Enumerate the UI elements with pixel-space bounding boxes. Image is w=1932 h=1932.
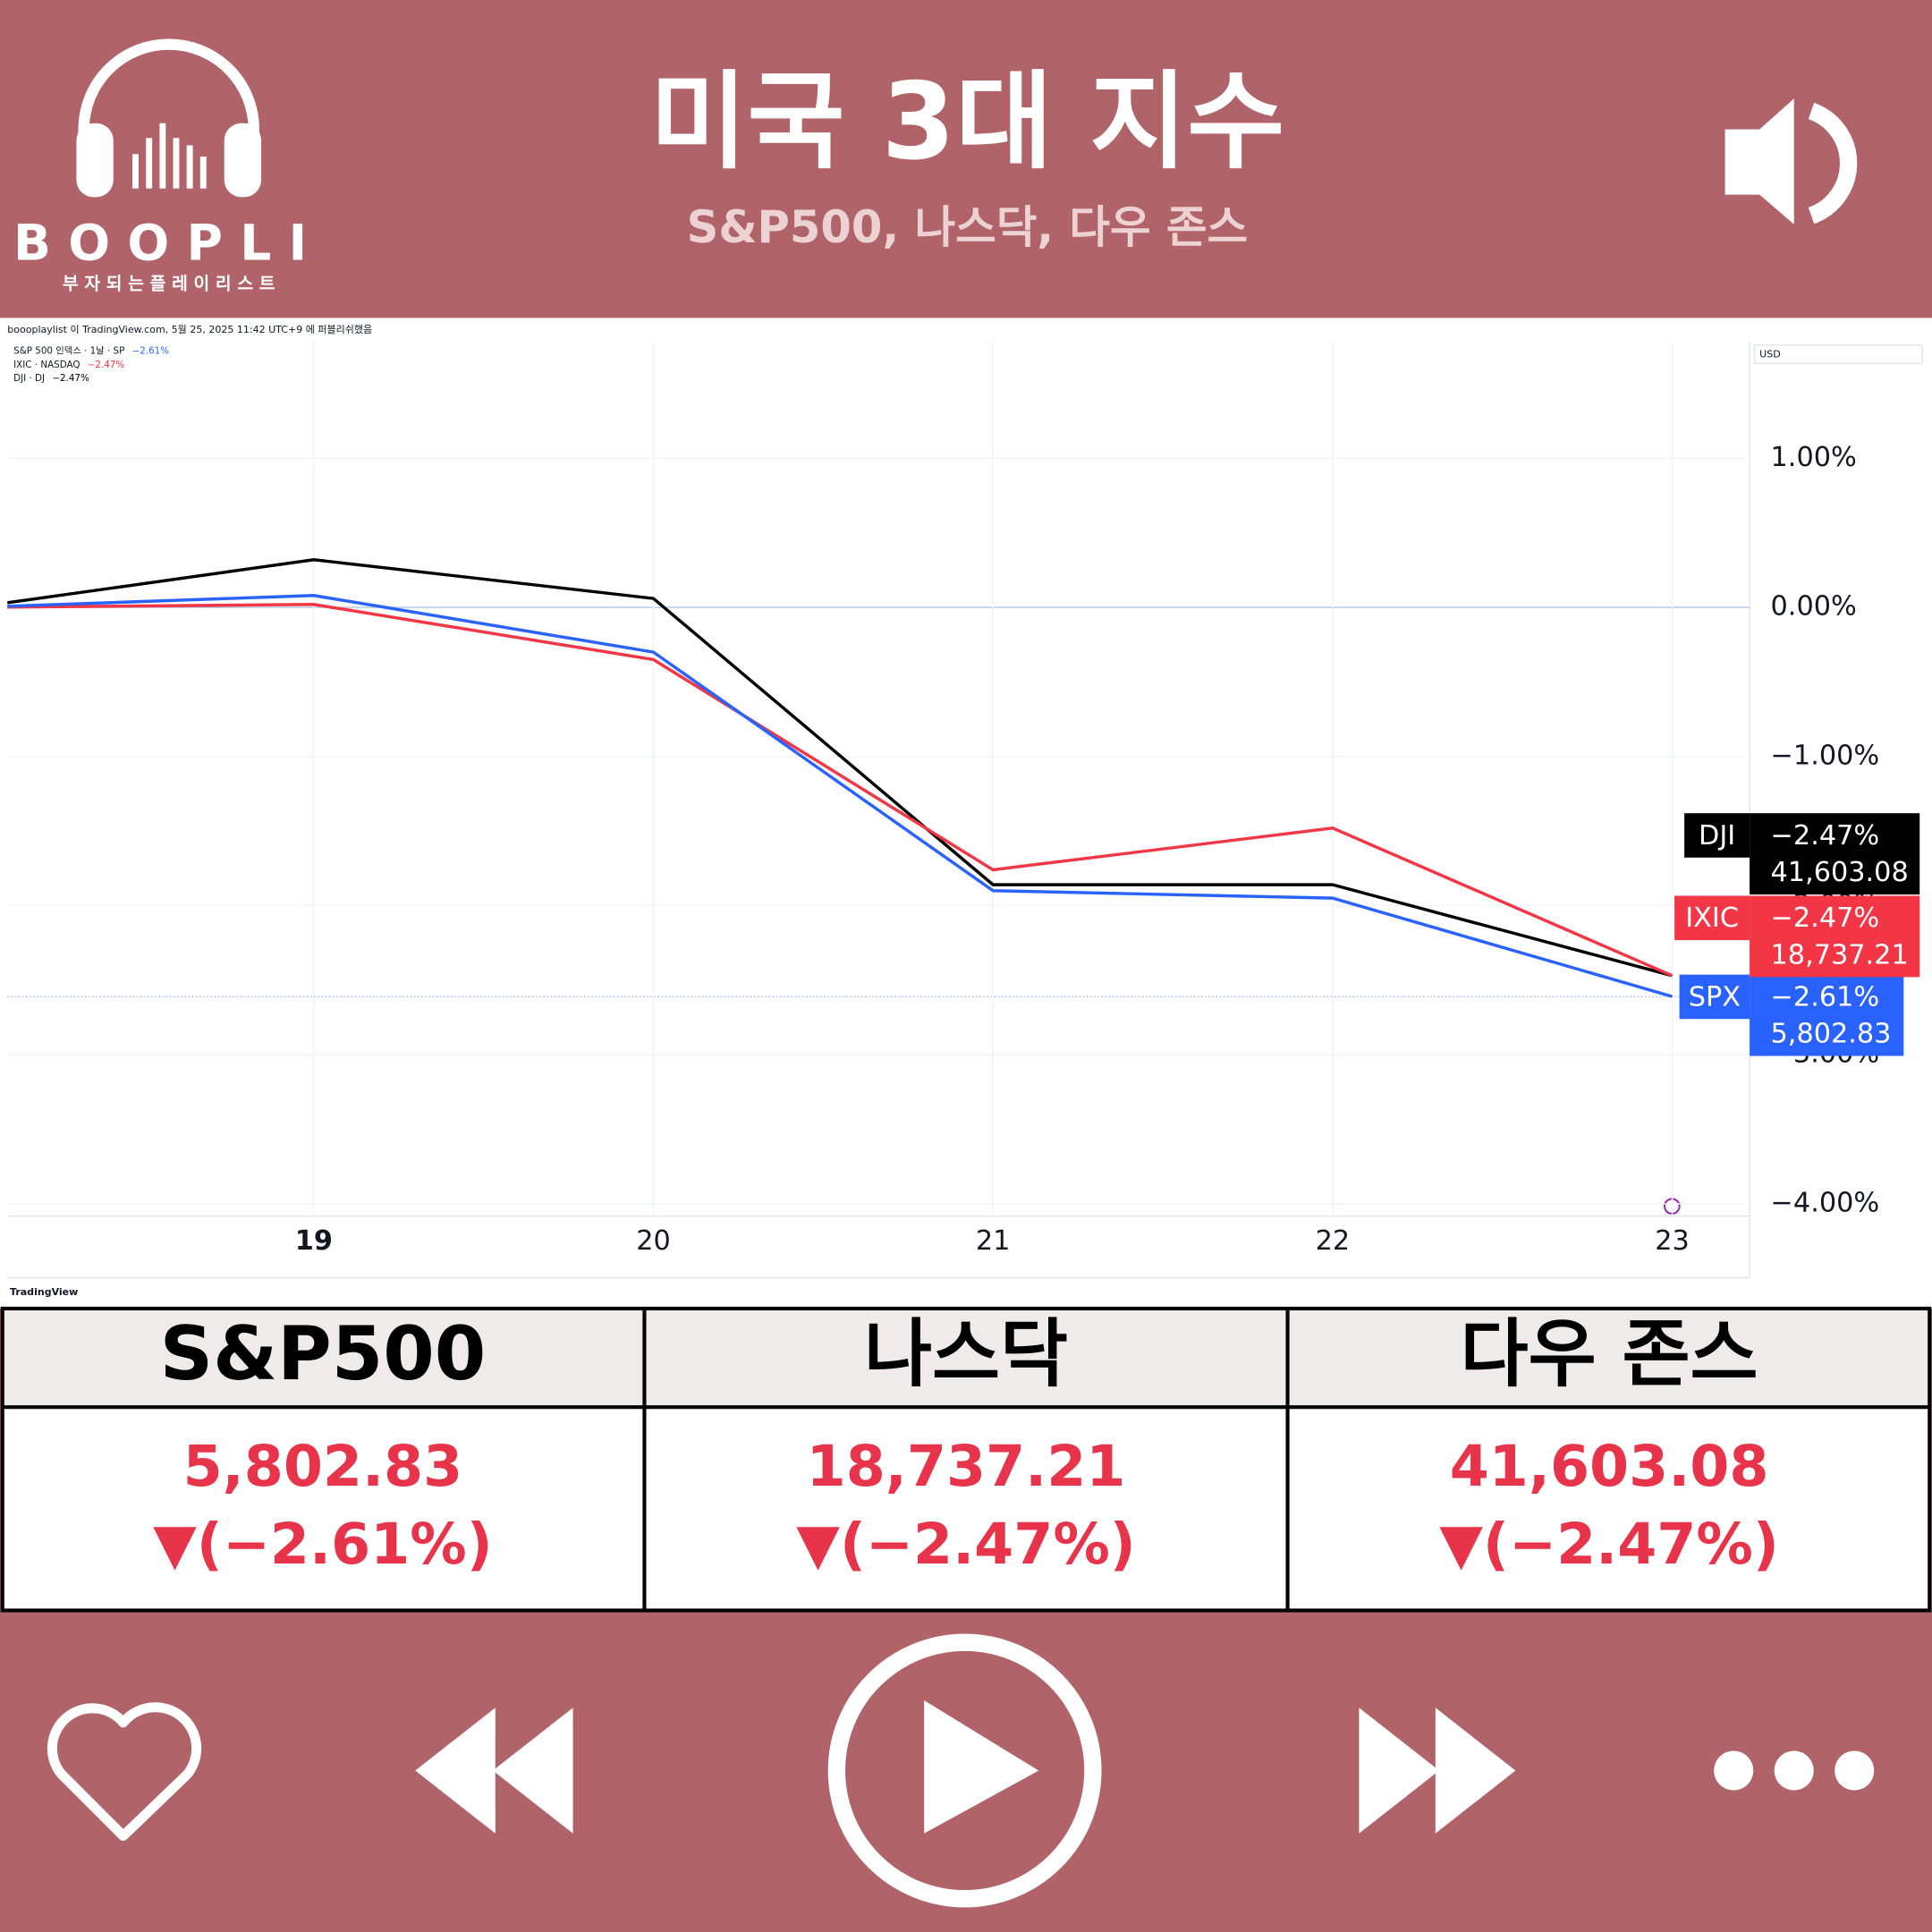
attribution: boooplaylist 이 TradingView.com, 5월 25, 2…: [7, 324, 372, 335]
legend-change: −2.61%: [132, 346, 170, 357]
table-price: 18,737.21: [807, 1433, 1126, 1499]
table-header: S&P500: [160, 1311, 487, 1397]
brand: TradingView: [10, 1286, 78, 1298]
like-button[interactable]: [47, 1702, 202, 1842]
series-name-box: [1674, 895, 1750, 941]
table-body-bg: [2, 1407, 1930, 1611]
value-label: −2.47%: [1771, 902, 1880, 934]
y-tick-label: 1.00%: [1771, 442, 1857, 473]
y-tick-label: −4.00%: [1771, 1187, 1880, 1218]
value-box: [1750, 895, 1920, 978]
series-name: IXIC: [1685, 902, 1739, 934]
chart-background: [0, 318, 1932, 1309]
value-label: −2.47%: [1771, 820, 1880, 852]
value-box: [1750, 813, 1920, 895]
forward-button[interactable]: [1359, 1707, 1516, 1834]
play-button[interactable]: [827, 1633, 1102, 1908]
series-line: [7, 603, 1674, 978]
table-change: ▼(−2.61%): [153, 1511, 493, 1577]
table-grid: [0, 1306, 1932, 1613]
logo-tagline: 부 자 되 는 플 레 이 리 스 트: [63, 274, 275, 294]
x-tick-label: 19: [295, 1225, 333, 1257]
more-button[interactable]: [1714, 1750, 1875, 1791]
table-change: ▼(−2.47%): [796, 1511, 1136, 1577]
series-name: SPX: [1689, 981, 1741, 1013]
logo-icon: [76, 38, 262, 198]
value-box: [1750, 974, 1904, 1056]
price-label: 5,802.83: [1771, 1019, 1892, 1050]
series-line: [7, 558, 1674, 978]
y-tick-label: −1.00%: [1771, 740, 1880, 771]
x-tick-label: 21: [976, 1225, 1011, 1257]
series-name: DJI: [1699, 820, 1735, 852]
table-header: 나스닥: [864, 1311, 1068, 1397]
logo-text: BOOPLI: [13, 215, 324, 272]
player-controls: [47, 1633, 1875, 1908]
table-header-bg: [2, 1308, 1930, 1408]
table-header: 다우 존스: [1461, 1311, 1758, 1397]
currency: USD: [1759, 349, 1781, 360]
series-line: [7, 594, 1674, 998]
table-price: 5,802.83: [183, 1433, 463, 1499]
title: 미국 3대 지수: [649, 60, 1284, 183]
series-name-box: [1679, 974, 1750, 1020]
value-label: −2.61%: [1771, 981, 1880, 1013]
rewind-button[interactable]: [415, 1707, 573, 1834]
x-tick-label: 20: [636, 1225, 671, 1257]
x-tick-label: 22: [1316, 1225, 1351, 1257]
legend-change: −2.47%: [88, 360, 125, 370]
y-tick-label: 0.00%: [1771, 591, 1857, 623]
price-label: 18,737.21: [1771, 939, 1909, 970]
x-tick-label: 23: [1655, 1225, 1690, 1257]
speaker-icon: [1724, 98, 1858, 225]
table-change: ▼(−2.47%): [1439, 1511, 1779, 1577]
legend-change: −2.47%: [52, 373, 89, 384]
series-name-box: [1684, 813, 1750, 858]
currency-box: [1753, 344, 1923, 365]
subtitle: S&P500, 나스닥, 다우 존스: [687, 201, 1249, 253]
legend-name: IXIC · NASDAQ: [13, 360, 80, 370]
chart-layer: 1.00%0.00%−1.00%−2.00%−3.00%−4.00%192021…: [7, 341, 1920, 1257]
legend-name: S&P 500 인덱스 · 1날 · SP: [13, 346, 124, 357]
table-layer: S&P500 5,802.83 ▼(−2.61%) 나스닥 18,737.21 ▼(−2.…: [153, 1311, 1779, 1577]
legend-name: DJI · DJ: [13, 373, 45, 384]
table-price: 41,603.08: [1450, 1433, 1769, 1499]
price-label: 41,603.08: [1771, 857, 1909, 888]
